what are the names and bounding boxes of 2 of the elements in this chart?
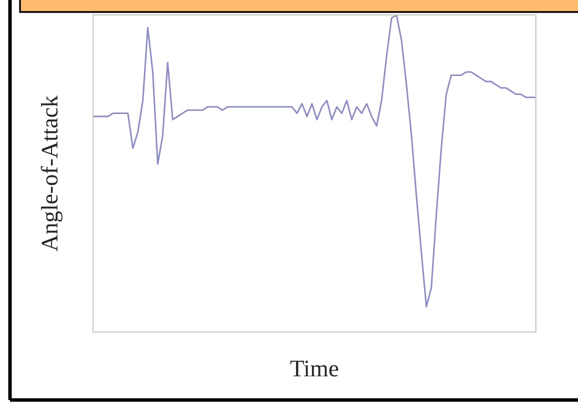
x-axis-title: Time <box>290 360 338 376</box>
y-axis-title: Angle-of-Attack <box>40 96 62 252</box>
